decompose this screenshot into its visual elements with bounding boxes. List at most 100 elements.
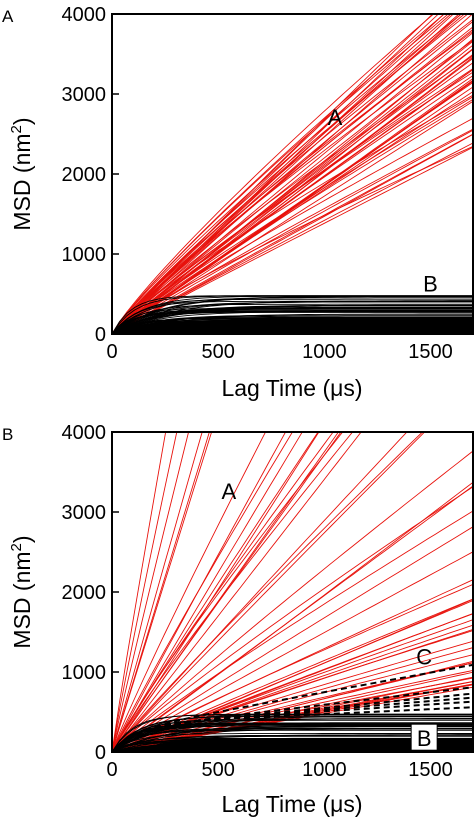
msd-curve-a (112, 14, 460, 334)
msd-curve-b (112, 295, 473, 334)
x-tick-label: 1000 (302, 759, 347, 781)
msd-curve-a (112, 432, 287, 752)
x-tick-label: 1500 (408, 341, 453, 363)
msd-curve-a (112, 432, 319, 752)
msd-curve-a (112, 69, 473, 334)
msd-curve-a (112, 432, 342, 752)
y-tick-label: 2000 (62, 164, 107, 186)
y-tick-label: 3000 (62, 502, 107, 524)
msd-curve-b (112, 329, 473, 334)
msd-curve-a (112, 526, 473, 752)
msd-curve-a (112, 40, 473, 334)
msd-curve-b (112, 298, 473, 334)
msd-curve-b (112, 715, 473, 752)
msd-curve-a (112, 432, 210, 752)
msd-curve-a (112, 432, 190, 752)
msd-curve-a (112, 432, 213, 752)
msd-curve-a (112, 14, 449, 334)
group-annotation: A (328, 105, 343, 130)
msd-curve-a (112, 486, 473, 752)
msd-curve-a (112, 117, 473, 334)
panel-a: A 0 500 1000 1500 0 1000 2000 3000 4000 Lag Time… (2, 4, 474, 401)
x-tick-label: 0 (106, 341, 117, 363)
y-tick-label: 1000 (62, 244, 107, 266)
msd-curve-a (112, 14, 462, 334)
msd-curve-a (112, 14, 469, 334)
msd-curve-a (112, 432, 426, 752)
msd-curve-b (112, 306, 473, 334)
msd-curve-b (112, 321, 473, 334)
msd-curve-b (112, 304, 473, 334)
msd-curve-a (112, 669, 473, 752)
panel-a-y-title-close: ) (9, 117, 35, 125)
group-annotation: C (416, 645, 432, 670)
msd-curve-b (112, 332, 473, 334)
panel-b-y-title-superscript: 2 (8, 543, 25, 551)
msd-curve-b (112, 327, 473, 334)
y-tick-label: 2000 (62, 582, 107, 604)
panel-b-y-title-close: ) (9, 535, 35, 543)
msd-curve-b (112, 722, 473, 752)
msd-curve-a (112, 14, 435, 334)
panel-b-ticks: 0 500 1000 1500 0 1000 2000 3000 4000 (62, 422, 453, 781)
group-annotation: B (423, 271, 438, 296)
msd-curve-a (112, 432, 334, 752)
msd-curve-a (112, 432, 408, 752)
panel-b-x-axis-title: Lag Time (μs) (221, 791, 362, 817)
msd-curve-b (112, 714, 473, 752)
panel-a-ticks: 0 500 1000 1500 0 1000 2000 3000 4000 (62, 4, 453, 363)
msd-curve-a (112, 432, 320, 752)
x-tick-label: 1000 (302, 341, 347, 363)
y-tick-label: 4000 (62, 422, 107, 444)
panel-b-y-title-main: MSD (nm (9, 551, 35, 648)
msd-curve-a (112, 146, 473, 334)
panel-a-y-title-superscript: 2 (8, 125, 25, 133)
msd-curve-b (112, 319, 473, 334)
msd-curve-a (112, 481, 473, 752)
msd-curve-a (112, 450, 473, 752)
group-annotation: B (417, 726, 432, 751)
msd-curve-b (112, 327, 473, 334)
msd-curve-b (112, 317, 473, 334)
msd-curve-a (112, 510, 473, 752)
msd-curve-b (112, 301, 473, 334)
msd-curve-a (112, 94, 473, 334)
msd-curve-a (112, 100, 473, 334)
msd-curve-b (112, 719, 473, 752)
msd-curve-a (112, 14, 473, 334)
msd-curve-a (112, 32, 473, 334)
msd-curve-a (112, 432, 203, 752)
msd-curve-a (112, 134, 473, 334)
msd-curve-c (112, 663, 473, 752)
y-tick-label: 1000 (62, 662, 107, 684)
panel-a-y-axis-title: MSD (nm2) (8, 117, 35, 230)
msd-curve-b (112, 313, 473, 334)
msd-curve-a (112, 48, 473, 334)
msd-curve-a (112, 432, 354, 752)
panel-b-y-axis-title: MSD (nm2) (8, 535, 35, 648)
msd-curve-b (112, 305, 473, 334)
msd-curve-a (112, 56, 473, 334)
msd-curve-a (112, 432, 303, 752)
panel-a-letter: A (2, 7, 14, 26)
msd-curve-b (112, 323, 473, 334)
msd-curve-a (112, 432, 424, 752)
msd-curve-b (112, 325, 473, 334)
x-tick-label: 1500 (408, 759, 453, 781)
panel-a-annotations: AB (328, 105, 438, 296)
y-tick-label: 3000 (62, 84, 107, 106)
msd-curve-a (112, 432, 178, 752)
msd-curve-a (112, 677, 473, 752)
annotation-box (410, 723, 438, 751)
msd-curve-b (112, 314, 473, 334)
msd-curve-a (112, 133, 473, 334)
y-tick-label: 0 (95, 324, 106, 346)
x-tick-label: 0 (106, 759, 117, 781)
msd-curve-a (112, 26, 473, 334)
group-annotation: A (221, 479, 236, 504)
panel-a-plot-lines (112, 14, 473, 334)
msd-curve-b (112, 718, 473, 752)
msd-curve-a (112, 432, 362, 752)
